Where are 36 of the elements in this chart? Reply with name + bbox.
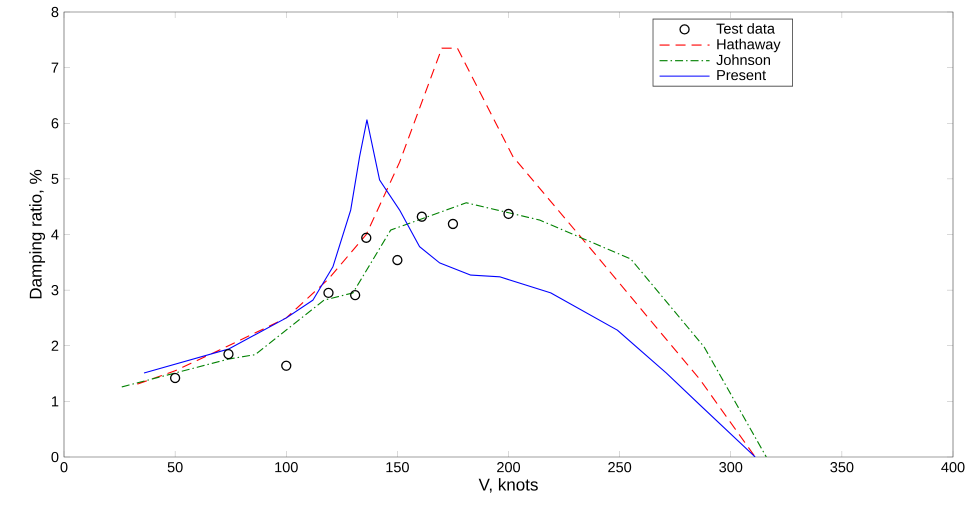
- y-tick-label: 5: [51, 174, 58, 184]
- x-tick-label: 50: [168, 462, 183, 472]
- point: [392, 254, 403, 266]
- x-tick-label: 150: [386, 462, 409, 472]
- x-axis-title: V, knots: [478, 478, 538, 493]
- y-tick-label: 6: [52, 118, 58, 128]
- point: [448, 218, 458, 230]
- line-series: [121, 202, 767, 457]
- y-tick-label: 8: [52, 6, 58, 18]
- legend-label: Present: [717, 70, 766, 80]
- x-tick-label: 200: [497, 462, 520, 472]
- x-tick-label: 400: [941, 462, 965, 472]
- legend-label: Hathaway: [717, 38, 781, 52]
- legend-label: Johnson: [716, 54, 770, 66]
- point: [350, 290, 360, 300]
- point: [503, 208, 514, 220]
- y-tick-label: 2: [52, 340, 58, 351]
- legend-label: Test data: [716, 23, 775, 34]
- y-tick-label: 0: [51, 452, 58, 462]
- point: [416, 212, 427, 222]
- point: [170, 372, 180, 384]
- y-tick-label: 7: [52, 62, 58, 73]
- line-series: [143, 119, 756, 457]
- point: [361, 232, 372, 243]
- point: [223, 348, 234, 360]
- x-tick-label: 300: [719, 462, 742, 472]
- y-tick-label: 3: [51, 284, 58, 296]
- x-tick-label: 0: [60, 462, 68, 472]
- x-tick-label: 350: [830, 462, 854, 472]
- point: [281, 360, 292, 371]
- x-tick-label: 250: [608, 462, 632, 472]
- y-tick-label: 4: [51, 230, 59, 240]
- y-axis-title: Damping ratio, %: [29, 170, 46, 298]
- point: [323, 288, 334, 298]
- y-tick-label: 1: [52, 396, 58, 406]
- x-tick-label: 100: [275, 462, 298, 472]
